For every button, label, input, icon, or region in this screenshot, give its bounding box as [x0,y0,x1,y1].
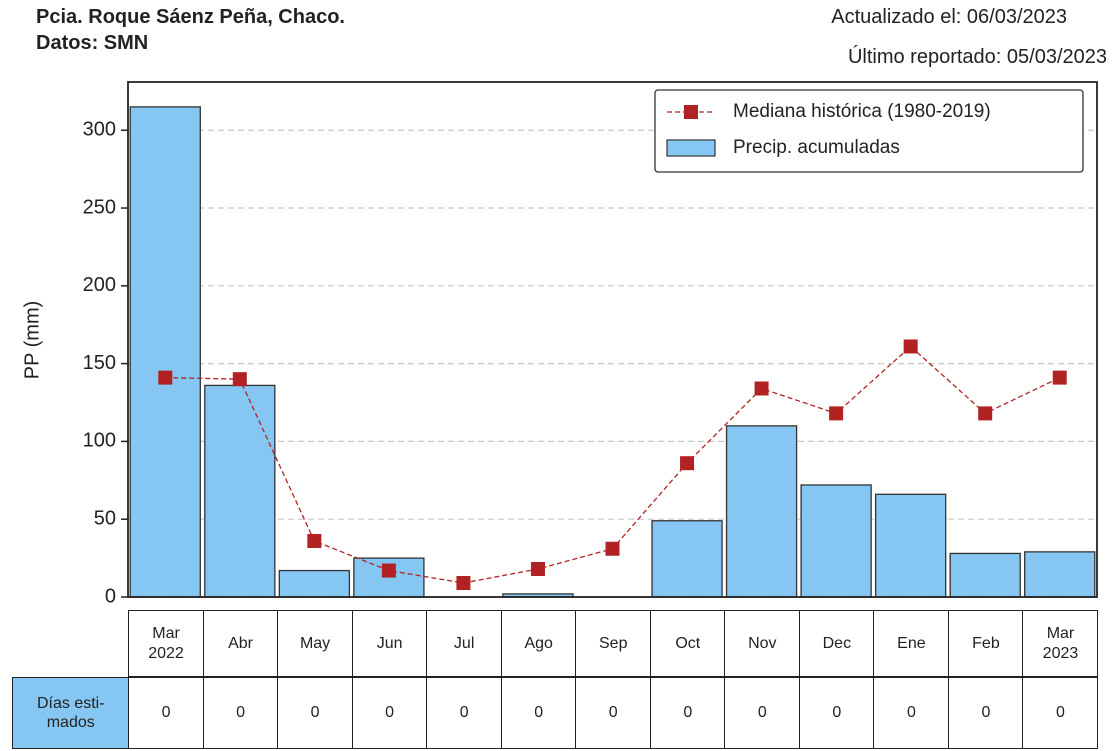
bar [129,106,201,598]
legend-label: Mediana histórica (1980-2019) [733,101,991,122]
y-tick-label: 250 [83,196,116,218]
bar [949,552,1021,598]
x-tick-label: Ago [500,610,577,677]
table-value: 0 [128,677,205,749]
last-reported-note: Último reportado: 05/03/2023 [847,46,1107,68]
y-tick-label: 50 [94,507,116,529]
median-marker [381,563,396,578]
median-marker [754,381,769,396]
x-tick-label: Jul [426,610,503,677]
table-value: 0 [1022,677,1099,749]
table-value: 0 [947,677,1024,749]
x-tick-label: Mar 2023 [1022,610,1099,677]
x-tick-label: Mar 2022 [128,610,205,677]
median-marker [829,406,844,421]
table-value: 0 [724,677,801,749]
bar [1024,551,1096,598]
y-tick-label: 200 [83,274,116,296]
x-tick-label: Sep [575,610,652,677]
x-tick-label: Abr [202,610,279,677]
median-marker [307,533,322,548]
table-value: 0 [500,677,577,749]
plot-frame [127,81,1098,598]
median-marker [1052,370,1067,385]
bar [204,384,276,598]
y-tick-label: 100 [83,430,116,452]
legend-marker [684,105,698,119]
median-marker [680,456,695,471]
y-axis-label: PP (mm) [21,301,43,380]
bar [874,493,947,598]
table-value: 0 [351,677,428,749]
x-tick-label: Oct [649,610,726,677]
x-tick-label: Ene [873,610,950,677]
table-row-label: Días esti- mados [12,677,130,749]
table-value: 0 [426,677,503,749]
x-tick-label: Jun [351,610,428,677]
x-tick-label: Dec [798,610,875,677]
median-marker [605,541,620,556]
table-value: 0 [277,677,354,749]
table-value: 0 [649,677,726,749]
legend-swatch [666,139,716,157]
bar [651,520,723,598]
median-marker [978,406,993,421]
median-marker [530,561,545,576]
updated-note: Actualizado el: 06/03/2023 [831,6,1067,28]
x-tick-label: Nov [724,610,801,677]
y-tick-label: 0 [105,585,116,607]
median-marker [158,370,173,385]
bar [278,569,351,598]
x-tick-label: Feb [947,610,1024,677]
table-value: 0 [202,677,279,749]
median-marker [232,372,247,387]
y-tick-label: 150 [83,352,116,374]
bar [800,484,872,598]
chart-title: Pcia. Roque Sáenz Peña, Chaco. [36,6,345,28]
table-value: 0 [798,677,875,749]
y-tick-label: 300 [83,119,116,141]
table-value: 0 [575,677,652,749]
chart-subtitle: Datos: SMN [36,32,149,54]
median-marker [456,575,471,590]
legend-label: Precip. acumuladas [733,137,900,158]
bar [725,425,798,598]
x-tick-label: May [277,610,354,677]
legend-box [654,89,1084,173]
median-marker [903,339,918,354]
table-value: 0 [873,677,950,749]
